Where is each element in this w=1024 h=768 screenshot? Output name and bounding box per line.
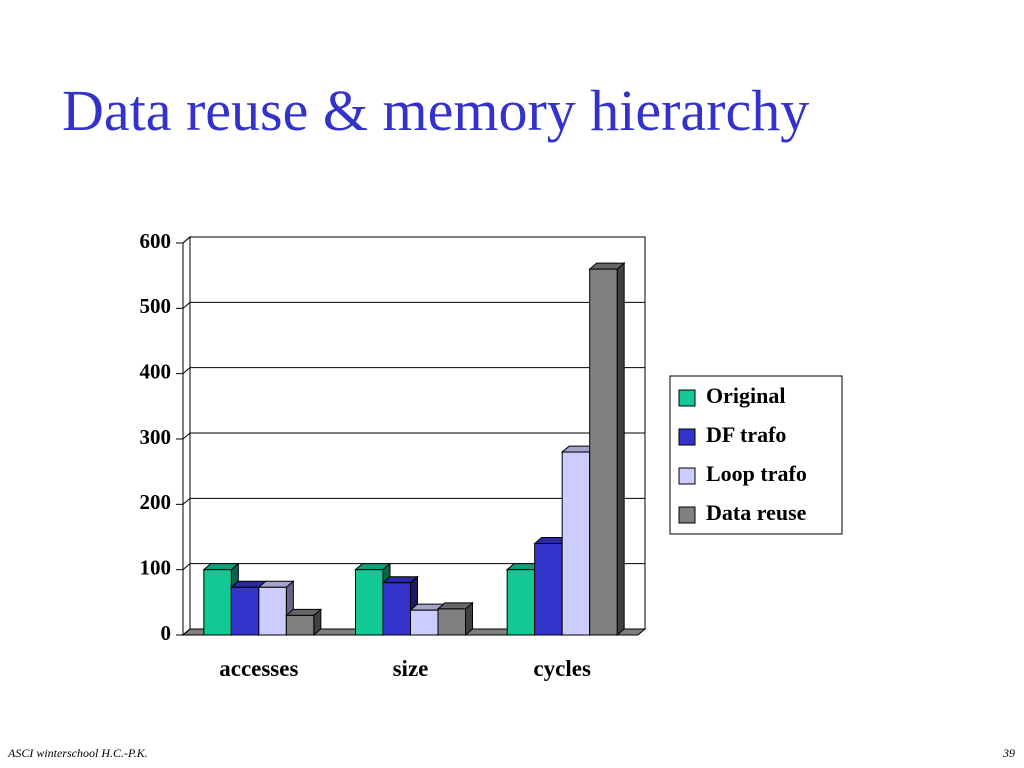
bar [203, 569, 232, 636]
chart: 0 100 200 300 400 500 600 accesses size cycles Ori… [140, 229, 843, 681]
grid-line [182, 497, 645, 505]
footer-left: ASCI winterschool H.C.-P.K. [7, 746, 148, 760]
bar [561, 451, 591, 636]
y-tick-label: 200 [140, 490, 172, 514]
page-number: 39 [1002, 746, 1015, 760]
bar [437, 608, 466, 636]
bar [355, 569, 384, 636]
bar [382, 582, 411, 636]
bar [506, 569, 536, 636]
bar [230, 586, 260, 636]
legend-swatch [678, 506, 696, 524]
grid-line [182, 301, 645, 309]
y-tick-label: 100 [140, 555, 172, 579]
y-tick-label: 300 [140, 425, 172, 449]
bar-side [616, 262, 625, 637]
x-tick-label: cycles [533, 656, 591, 681]
legend-label: Original [706, 383, 785, 408]
y-tick-label: 400 [140, 359, 172, 383]
grid-line [182, 432, 645, 440]
y-tick-label: 600 [140, 229, 172, 253]
legend-swatch [678, 467, 696, 485]
slide-title: Data reuse & memory hierarchy [62, 78, 809, 143]
bar [534, 543, 563, 636]
grid-line [182, 367, 645, 375]
y-tick-label: 500 [140, 294, 172, 318]
legend-swatch [678, 389, 696, 407]
y-tick-label: 0 [161, 621, 172, 645]
grid-line [182, 236, 645, 244]
legend-box [669, 375, 843, 535]
grid-line [182, 628, 645, 636]
x-tick-label: size [393, 656, 429, 681]
legend-label: DF trafo [706, 422, 786, 447]
bar [285, 614, 315, 636]
legend-label: Data reuse [706, 500, 807, 525]
grid-line [182, 563, 645, 571]
x-tick-label: accesses [219, 656, 298, 681]
bar [410, 609, 439, 636]
bar [258, 586, 287, 636]
legend-label: Loop trafo [706, 461, 807, 486]
legend-swatch [678, 428, 696, 446]
bar [589, 268, 618, 636]
